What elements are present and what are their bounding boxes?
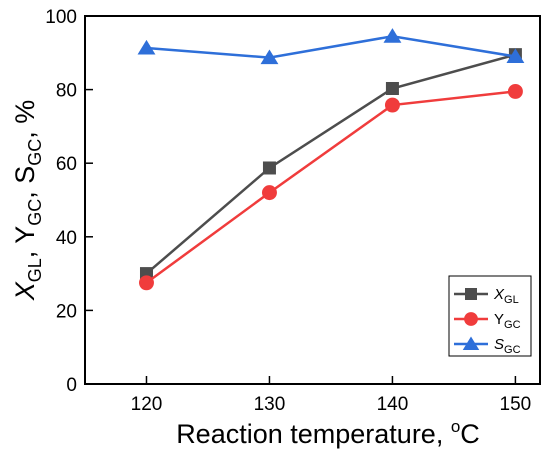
- y-axis-title-letter-2: Y: [10, 226, 40, 244]
- plot-area: [84, 15, 541, 385]
- y-tick-label-3: 60: [56, 154, 77, 175]
- y-tick-label-4: 80: [56, 81, 77, 102]
- series-layer: [137, 28, 525, 291]
- legend-label-xgl-sub-0: GL: [504, 294, 519, 306]
- series-line-ygc: [145, 90, 516, 284]
- series-line-xgl: [145, 53, 516, 275]
- x-tick-label-3: 150: [500, 394, 532, 415]
- legend-marker-sgc: [462, 336, 480, 350]
- y-axis-title-letter-4: S: [10, 166, 40, 184]
- legend-label-sgc-letter-0: S: [494, 336, 504, 353]
- point-ygc-130: [261, 185, 277, 201]
- y-axis-title-letter-0: X: [10, 281, 40, 301]
- x-axis-title-unit-sup: o: [451, 417, 460, 436]
- legend-label-sgc-sub-0: GC: [504, 344, 521, 356]
- y-axis-title-sub-0: GL: [25, 258, 45, 282]
- x-tick-label-1: 130: [254, 394, 286, 415]
- legend-box: [448, 275, 532, 357]
- series-ygc: [139, 83, 523, 291]
- legend-label-ygc-letter-0: Y: [494, 311, 504, 328]
- legend-label-ygc: YGC​: [494, 311, 521, 331]
- x-axis-title-text: Reaction temperature,: [176, 419, 451, 449]
- legend-label-ygc-sub-0: GC: [504, 319, 521, 331]
- point-xgl-140: [385, 81, 399, 95]
- point-sgc-150: [506, 48, 525, 63]
- series-sgc: [137, 28, 525, 65]
- point-sgc-120: [137, 39, 156, 55]
- series-line-sgc: [146, 34, 516, 59]
- y-axis-title-sub-4: GC: [25, 139, 45, 166]
- point-sgc-140: [383, 28, 402, 43]
- x-axis-title: Reaction temperature, oC: [176, 417, 480, 449]
- legend-label-xgl: XGL​: [493, 286, 519, 306]
- y-tick-label-5: 100: [45, 7, 77, 28]
- legend-marker-xgl: [465, 288, 477, 300]
- point-ygc-150: [507, 83, 523, 99]
- y-axis-title: XGL​, YGC​, SGC​, %: [10, 100, 45, 302]
- x-tick-label-2: 140: [377, 394, 409, 415]
- y-axis-title-text-5: , %: [10, 100, 40, 139]
- y-tick-label-2: 40: [56, 228, 77, 249]
- point-ygc-120: [139, 275, 154, 291]
- legend: XGL​ YGC​ SGC​: [448, 275, 532, 357]
- axes: 0 20 40 60 80 100 120 130 140 150: [45, 7, 531, 415]
- legend-label-xgl-letter-0: X: [493, 286, 505, 303]
- y-tick-label-1: 20: [56, 301, 77, 322]
- x-tick-label-0: 120: [131, 394, 163, 415]
- y-axis-title-text-3: ,: [10, 184, 40, 199]
- point-ygc-140: [384, 97, 400, 113]
- y-axis-title-sub-2: GC: [25, 199, 45, 226]
- x-axis-title-unit: C: [460, 419, 480, 449]
- point-xgl-130: [262, 161, 276, 175]
- legend-marker-ygc: [464, 312, 478, 326]
- legend-label-sgc: SGC​: [494, 336, 521, 356]
- y-tick-label-0: 0: [66, 375, 77, 396]
- point-sgc-130: [260, 49, 279, 65]
- y-axis-title-text-1: ,: [10, 244, 40, 259]
